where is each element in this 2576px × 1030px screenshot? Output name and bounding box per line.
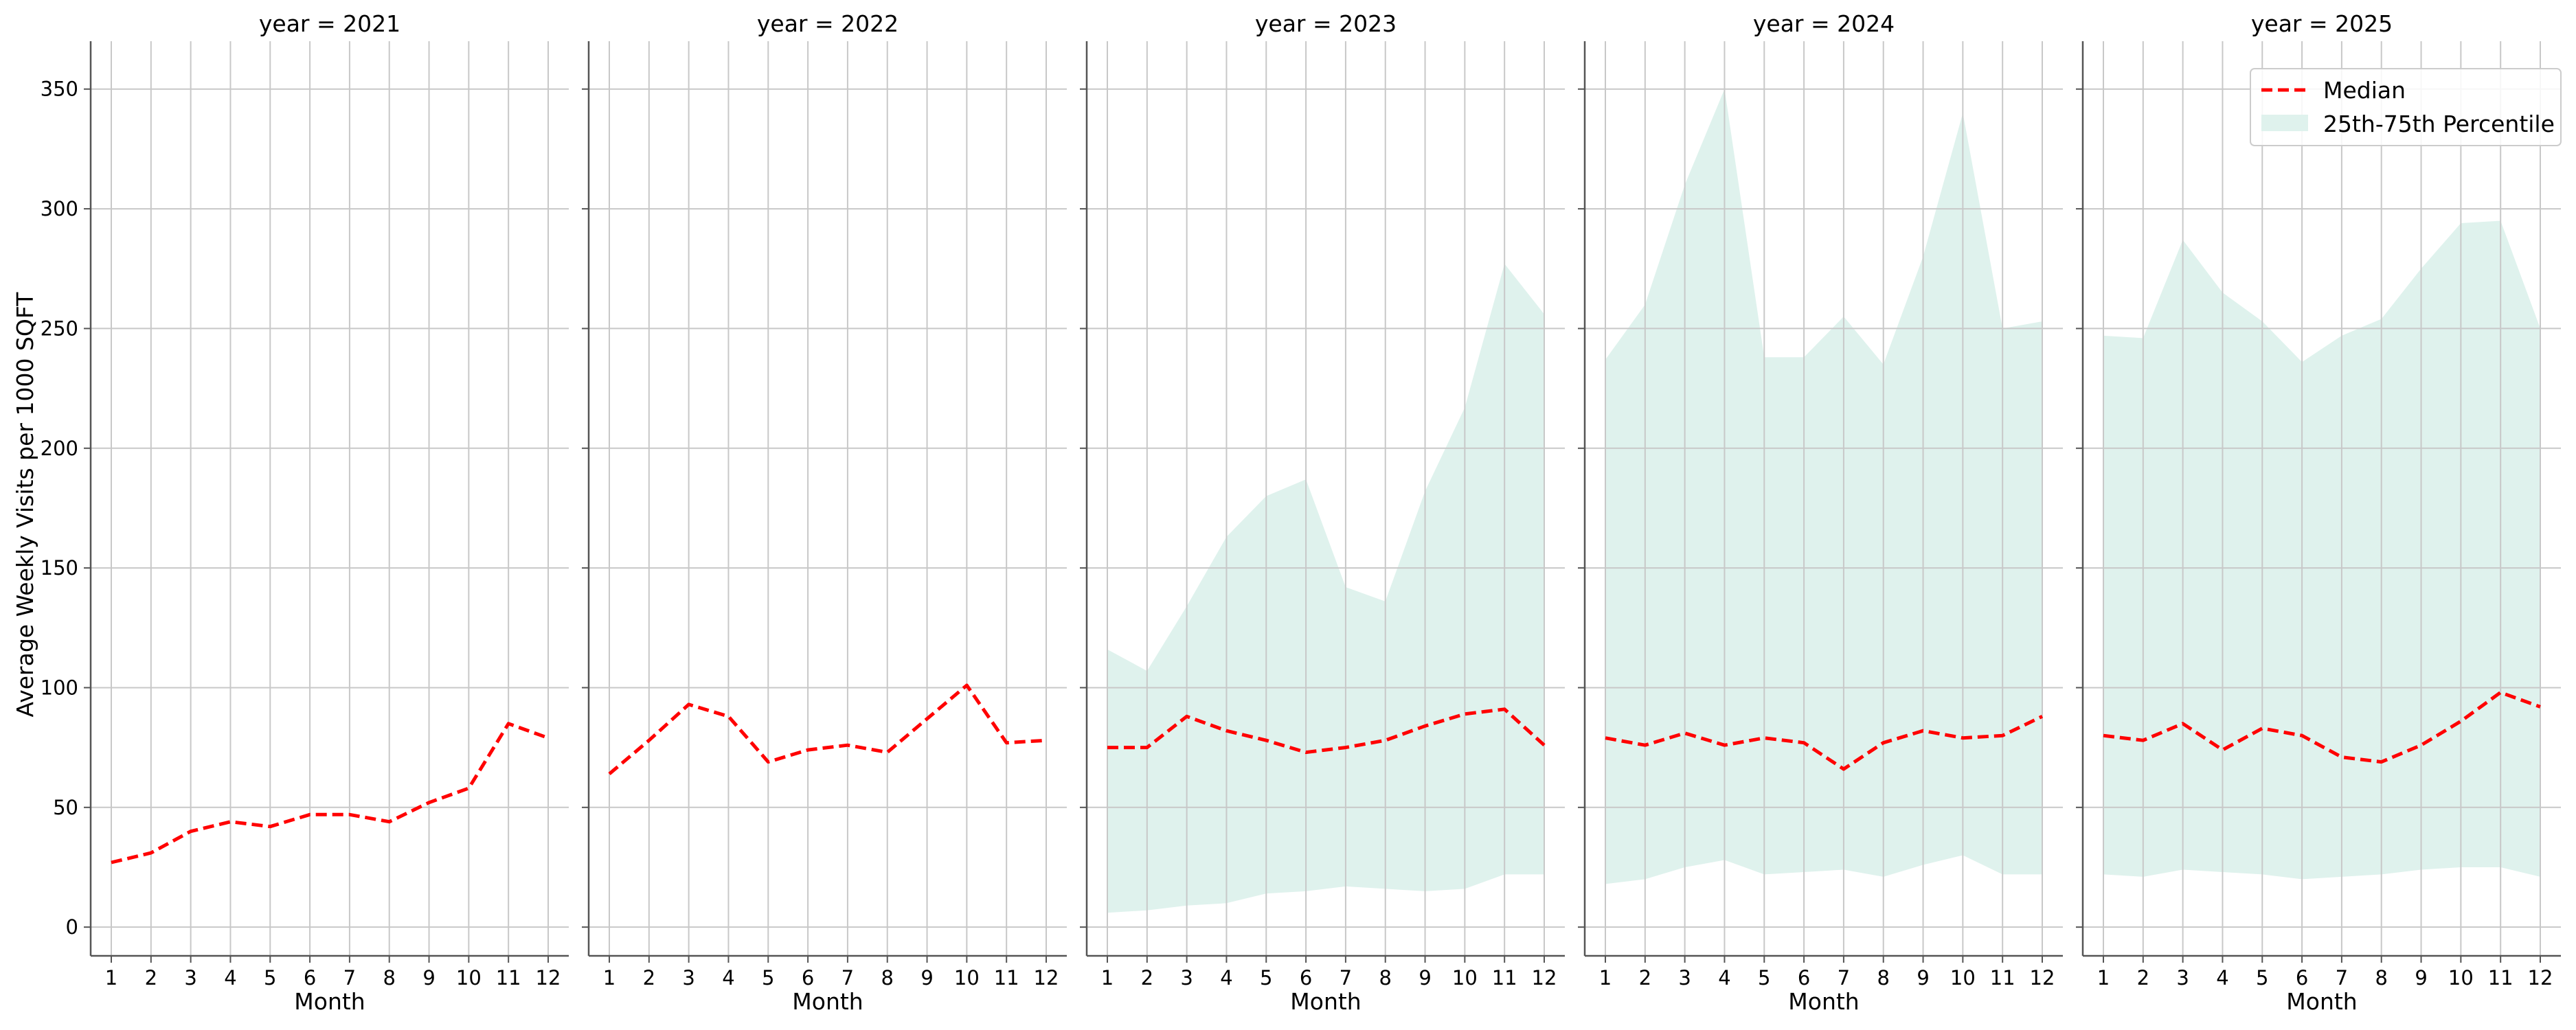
facet-2021: 1 2 3 4 5 6 7 8 9 10 11 12050100150200250300350year… [41, 10, 569, 1015]
x-tick-label: 3 [184, 966, 196, 989]
x-axis-label: Month [294, 988, 365, 1015]
median-line [111, 722, 549, 865]
y-axis-label: Average Weekly Visits per 1000 SQFT [12, 292, 38, 718]
facet-title: year = 2022 [757, 10, 899, 37]
x-axis-label: Month [1290, 988, 1361, 1015]
x-tick-label: 12 [2030, 966, 2055, 989]
x-tick-label: 12 [2528, 966, 2553, 989]
x-tick-label: 3 [1180, 966, 1193, 989]
x-tick-label: 7 [2336, 966, 2348, 989]
x-tick-label: 9 [422, 966, 435, 989]
x-tick-label: 12 [1532, 966, 1557, 989]
x-axis-label: Month [2286, 988, 2357, 1015]
median-line [2103, 690, 2541, 764]
x-tick-label: 11 [496, 966, 521, 989]
legend-band-label: 25th-75th Percentile [2323, 111, 2555, 137]
x-tick-label: 12 [1034, 966, 1059, 989]
x-tick-label: 4 [2216, 966, 2228, 989]
x-tick-label: 10 [1452, 966, 1478, 989]
x-tick-label: 11 [1492, 966, 1517, 989]
percentile-band [1107, 264, 1544, 913]
x-tick-label: 11 [1990, 966, 2015, 989]
x-tick-label: 1 [1101, 966, 1114, 989]
x-tick-label: 6 [802, 966, 814, 989]
percentile-band [1605, 89, 2042, 884]
x-tick-label: 1 [1599, 966, 1612, 989]
x-tick-label: 8 [383, 966, 396, 989]
x-tick-label: 11 [994, 966, 1019, 989]
x-tick-label: 5 [1260, 966, 1272, 989]
x-tick-label: 8 [1379, 966, 1392, 989]
facet-title: year = 2025 [2251, 10, 2393, 37]
y-tick-label: 200 [41, 437, 78, 460]
x-tick-label: 5 [264, 966, 276, 989]
x-tick-label: 2 [1639, 966, 1651, 989]
x-tick-label: 3 [1678, 966, 1691, 989]
x-tick-label: 5 [2256, 966, 2268, 989]
x-tick-label: 2 [145, 966, 157, 989]
x-tick-label: 2 [643, 966, 655, 989]
x-tick-label: 10 [1950, 966, 1976, 989]
x-tick-label: 10 [2448, 966, 2474, 989]
x-tick-label: 7 [343, 966, 356, 989]
legend-box [2250, 68, 2562, 146]
legend: Median 25th-75th Percentile [2250, 68, 2562, 146]
x-tick-label: 11 [2488, 966, 2513, 989]
facet-title: year = 2023 [1255, 10, 1397, 37]
legend-median-label: Median [2323, 77, 2406, 104]
x-tick-label: 9 [1419, 966, 1431, 989]
x-tick-label: 6 [2296, 966, 2308, 989]
legend-band-swatch [2261, 115, 2308, 131]
x-tick-label: 6 [304, 966, 316, 989]
x-tick-label: 8 [1877, 966, 1890, 989]
y-tick-label: 50 [53, 796, 78, 819]
x-tick-label: 10 [456, 966, 482, 989]
x-tick-label: 8 [2375, 966, 2388, 989]
x-axis-label: Month [792, 988, 863, 1015]
y-tick-label: 300 [41, 197, 78, 220]
x-tick-label: 6 [1798, 966, 1810, 989]
y-tick-label: 150 [41, 556, 78, 580]
x-tick-label: 9 [920, 966, 933, 989]
x-tick-label: 10 [954, 966, 980, 989]
x-tick-label: 4 [224, 966, 236, 989]
percentile-band [2103, 220, 2540, 880]
x-tick-label: 1 [105, 966, 117, 989]
x-tick-label: 5 [762, 966, 774, 989]
median-line [608, 683, 1047, 775]
median-line [1107, 707, 1546, 755]
x-tick-label: 9 [1917, 966, 1929, 989]
x-tick-label: 4 [1220, 966, 1232, 989]
x-tick-label: 1 [603, 966, 615, 989]
x-tick-label: 4 [722, 966, 734, 989]
x-tick-label: 2 [1141, 966, 1153, 989]
x-tick-label: 7 [1838, 966, 1850, 989]
facet-title: year = 2021 [259, 10, 400, 37]
x-tick-label: 3 [682, 966, 694, 989]
y-tick-label: 0 [66, 915, 78, 939]
x-tick-label: 3 [2176, 966, 2189, 989]
median-line [1605, 715, 2044, 771]
x-axis-label: Month [1788, 988, 1859, 1015]
x-tick-label: 4 [1718, 966, 1730, 989]
x-tick-label: 2 [2137, 966, 2149, 989]
facets-group: 1 2 3 4 5 6 7 8 9 10 11 12050100150200250300350year… [41, 10, 2561, 1015]
x-tick-label: 7 [1340, 966, 1352, 989]
x-tick-label: 1 [2097, 966, 2110, 989]
facet-title: year = 2024 [1753, 10, 1895, 37]
x-tick-label: 9 [2415, 966, 2427, 989]
x-tick-label: 7 [841, 966, 854, 989]
y-tick-label: 250 [41, 317, 78, 340]
x-tick-label: 6 [1300, 966, 1312, 989]
y-tick-label: 100 [41, 676, 78, 699]
x-tick-label: 12 [536, 966, 561, 989]
x-tick-label: 5 [1758, 966, 1770, 989]
x-tick-label: 8 [881, 966, 894, 989]
y-tick-label: 350 [41, 78, 78, 101]
